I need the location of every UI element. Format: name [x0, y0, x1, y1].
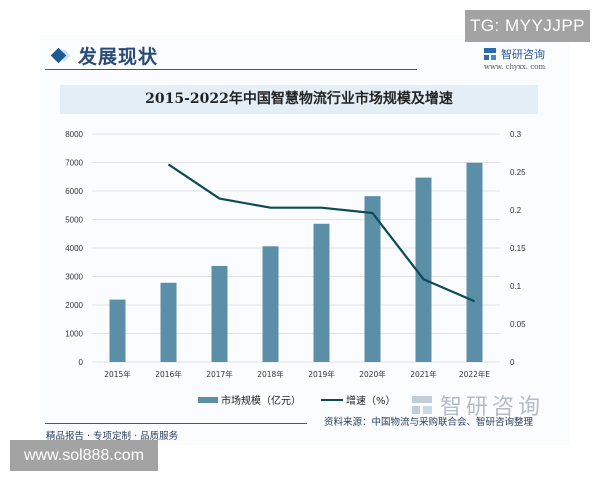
left-tick-label: 6000 [65, 187, 83, 196]
bar [211, 265, 228, 362]
bar [364, 196, 381, 362]
right-tick-label: 0.15 [510, 244, 526, 253]
footer-slogan: 精品报告 · 专项定制 · 品质服务 [46, 431, 179, 442]
line-series-growth-rate [167, 163, 475, 303]
bar [262, 246, 279, 362]
left-tick-label: 5000 [65, 216, 83, 225]
category-label: 2020年 [359, 369, 386, 379]
legend-bar-label: 市场规模（亿元） [221, 396, 301, 407]
category-label: 2016年 [155, 369, 182, 379]
section-title: 发展现状 [78, 46, 159, 68]
right-tick-label: 0.1 [510, 282, 522, 291]
left-tick-label: 0 [79, 358, 84, 367]
legend-line-swatch-icon [321, 398, 343, 401]
left-tick-label: 8000 [65, 130, 83, 139]
bar [160, 282, 177, 362]
section-header: 发展现状 [48, 42, 158, 69]
brand-name: 智研咨询 [501, 48, 545, 61]
watermark-logo: 智研咨询 [412, 389, 544, 421]
left-tick-label: 4000 [65, 244, 83, 253]
brand-logo: 智研咨询 [484, 46, 545, 62]
bar [415, 177, 432, 362]
watermark-text: 智研咨询 [440, 395, 545, 420]
category-label: 2018年 [257, 369, 284, 379]
chart-legend: 市场规模（亿元） 增速（%） [198, 392, 396, 407]
brand-url: www. chyxx. com [484, 63, 546, 71]
right-tick-label: 0.2 [510, 206, 522, 215]
bar [466, 162, 483, 362]
left-tick-label: 2000 [65, 301, 83, 310]
category-label: 2017年 [206, 369, 233, 379]
legend-bar-swatch-icon [198, 396, 218, 403]
category-label: 2015年 [104, 369, 131, 379]
right-tick-label: 0 [510, 358, 515, 367]
category-label: 2021年 [410, 369, 437, 379]
data-source-note: 资料来源：中国物流与采购联合会、智研咨询整理 [324, 417, 534, 428]
left-tick-label: 1000 [65, 330, 83, 339]
site-watermark-badge: www.sol888.com [10, 440, 158, 471]
left-tick-label: 3000 [65, 273, 83, 282]
legend-line-label: 增速（%） [346, 396, 396, 407]
gridlines [92, 133, 500, 363]
right-tick-label: 0.3 [510, 130, 522, 139]
bar-series-market-size [109, 162, 483, 362]
chyxx-logo-icon [484, 48, 496, 60]
footer-divider [45, 423, 307, 424]
category-label: 2022年E [459, 369, 491, 379]
tg-watermark-badge: TG: MYYJJPP [465, 10, 590, 42]
right-tick-label: 0.25 [510, 168, 526, 177]
right-tick-label: 0.05 [510, 320, 526, 329]
chart-title: 2015-2022年中国智慧物流行业市场规模及增速 [145, 91, 453, 107]
watermark-logo-icon [412, 396, 432, 414]
right-axis-ticks: 0 0.05 0.1 0.15 0.2 0.25 0.3 [510, 130, 526, 367]
bar [109, 299, 126, 362]
left-axis-ticks: 0 1000 2000 3000 4000 5000 6000 7000 8000 [65, 130, 83, 367]
left-tick-label: 7000 [65, 159, 83, 168]
bar [313, 223, 330, 362]
chart-title-band: 2015-2022年中国智慧物流行业市场规模及增速 [60, 85, 538, 114]
category-label: 2019年 [308, 369, 335, 379]
header-divider [45, 69, 417, 70]
category-axis-labels: 2015年 2016年 2017年 2018年 2019年 2020年 2021年 2022年… [104, 369, 490, 379]
